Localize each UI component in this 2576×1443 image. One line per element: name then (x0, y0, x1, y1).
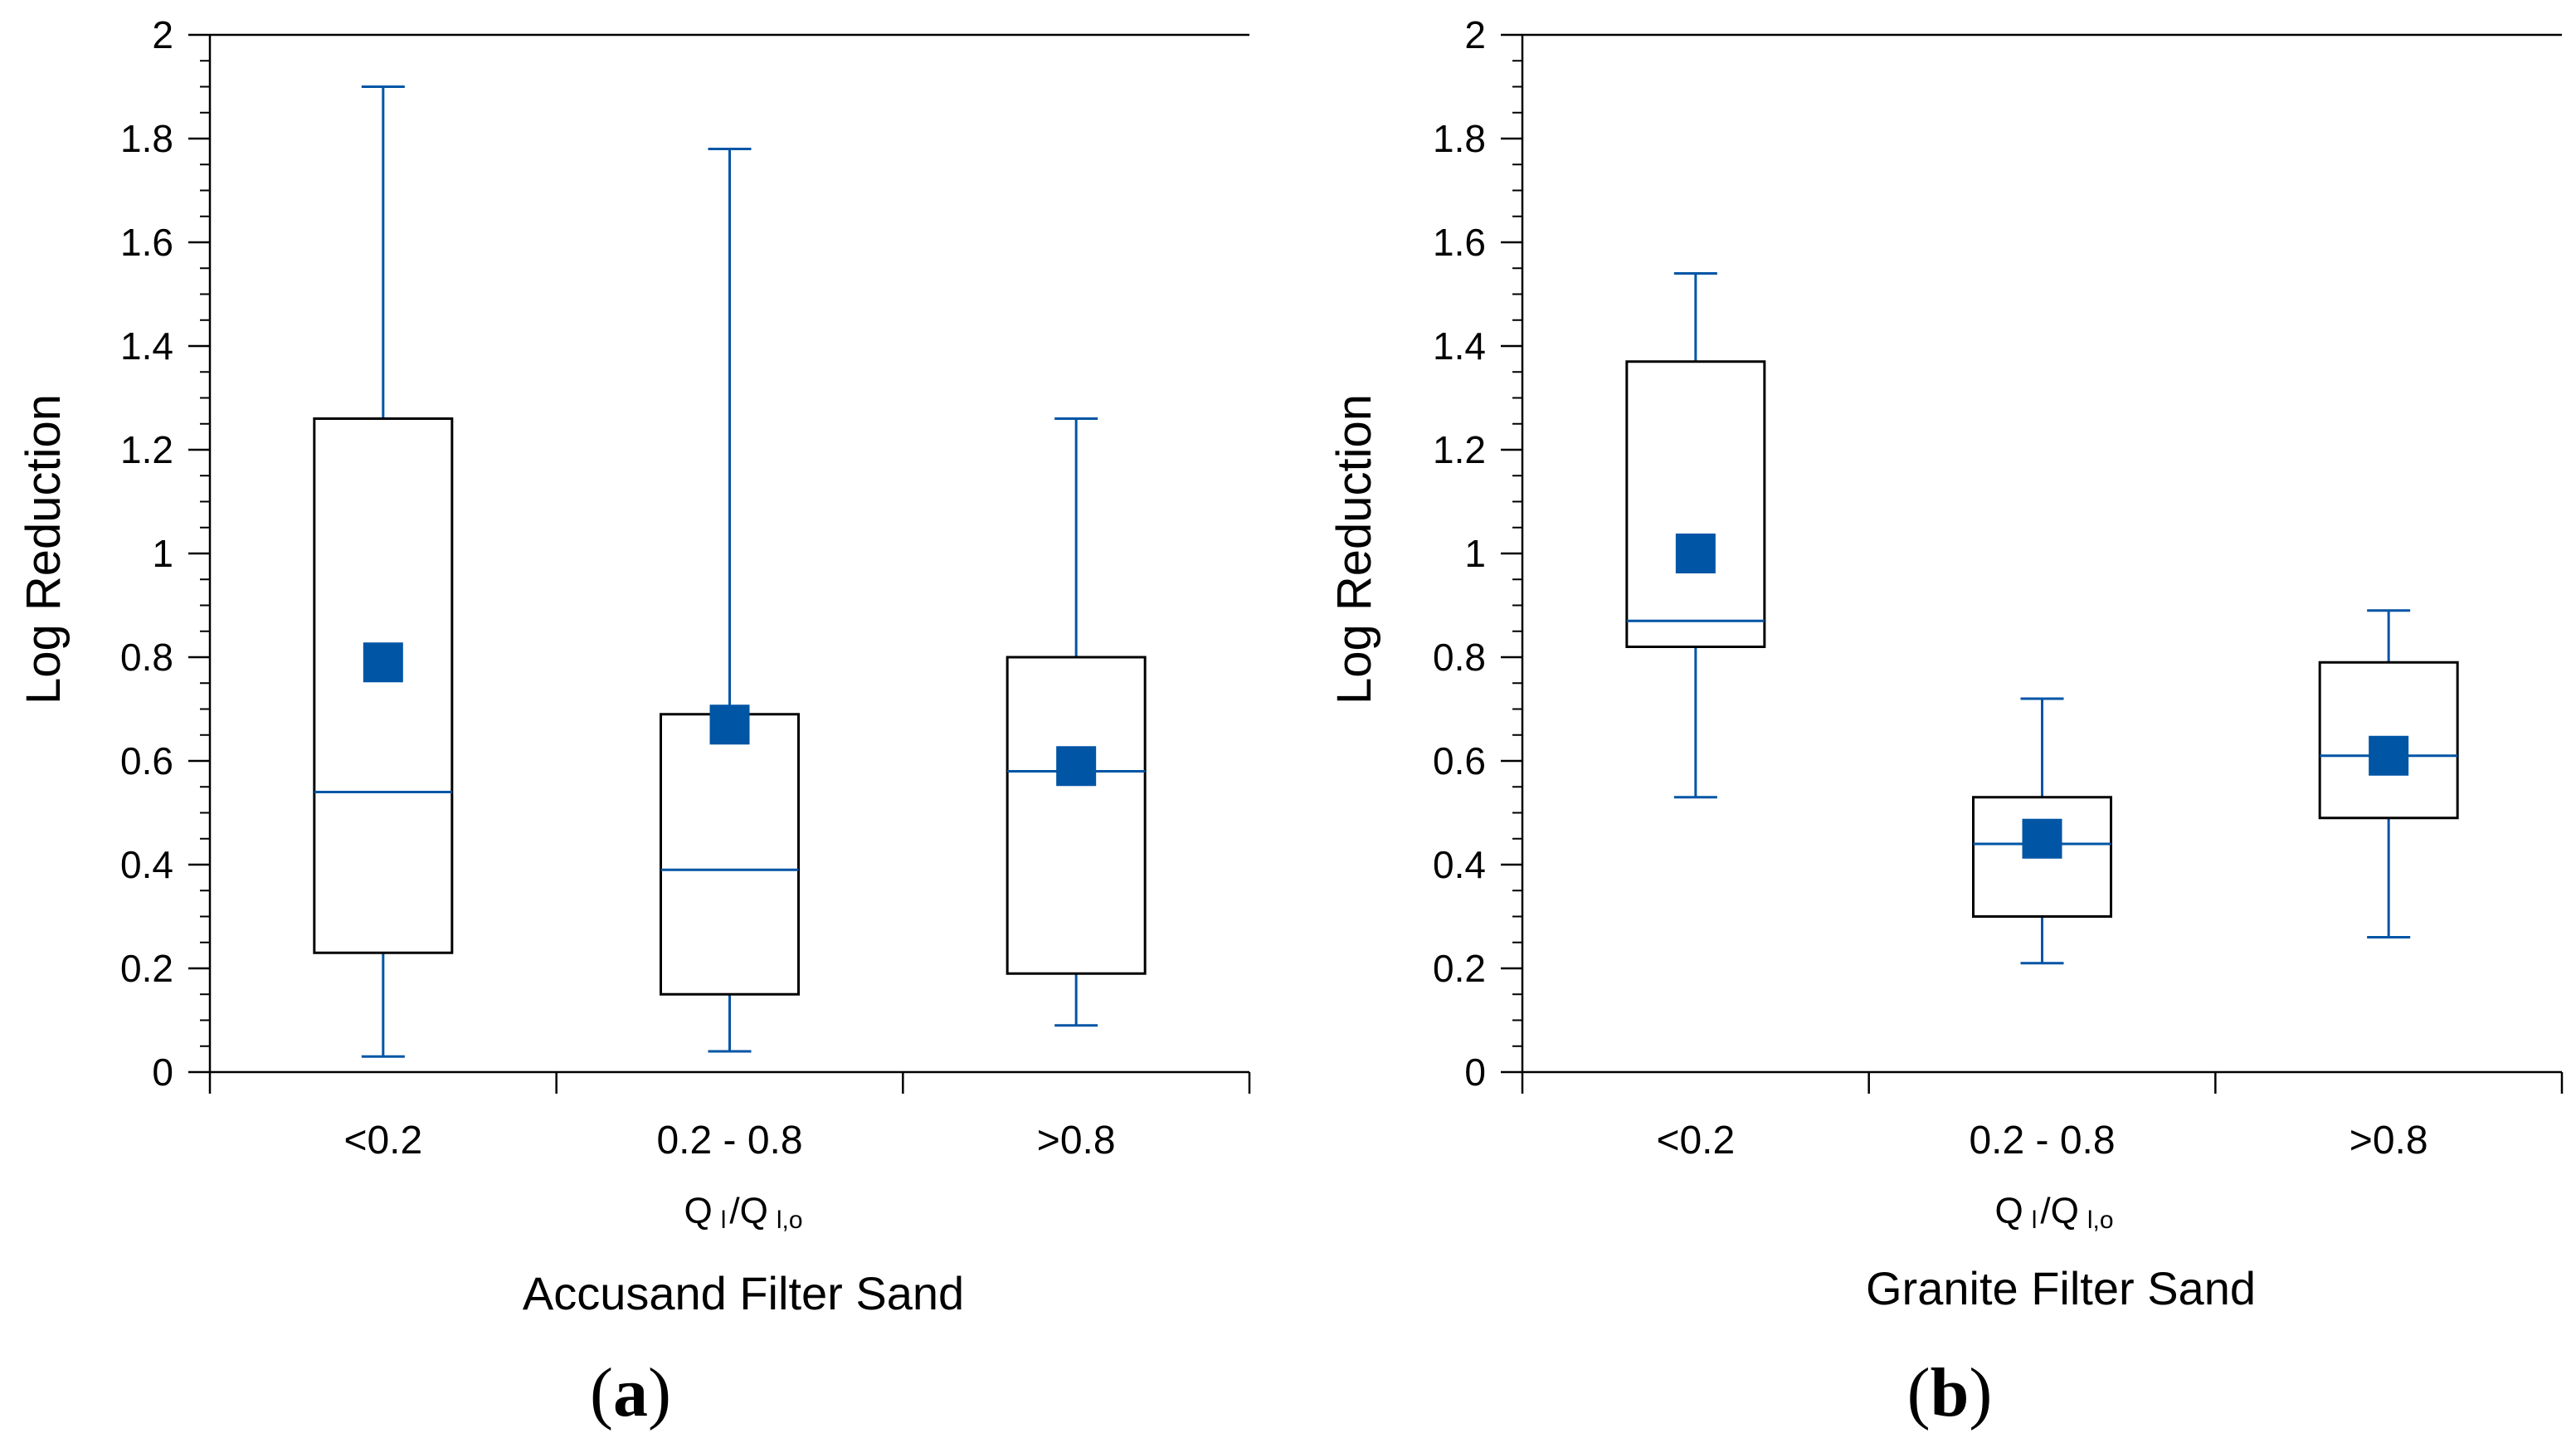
mean-marker (363, 642, 403, 683)
x-axis-label-q1: Q (1994, 1191, 2023, 1231)
x-category-labels: <0.2 0.2 - 0.8 >0.8 (1656, 1119, 2427, 1163)
y-tick-label: 1.2 (120, 428, 173, 471)
box-plot-2 (1972, 697, 2112, 965)
iqr-box (1625, 360, 1766, 648)
y-tick-label: 0.8 (1433, 636, 1486, 679)
y-tick-labels: 0 0.2 0.4 0.6 0.8 1 1.2 1.4 1.6 1.8 2 (120, 13, 173, 1094)
box-plot-2 (660, 148, 800, 1053)
x-axis-label-sep: /Q (2040, 1191, 2078, 1231)
y-tick-label: 1 (152, 532, 173, 575)
iqr-box (1006, 656, 1147, 975)
y-tick-label: 0.4 (120, 843, 173, 886)
chart-panel-a: 0 0.2 0.4 0.6 0.8 1 1.2 1.4 1.6 1.8 2 <0.2 0.2 - 0.… (17, 13, 1251, 1431)
x-axis-label-sub1: l (2032, 1207, 2038, 1234)
y-tick-label: 2 (152, 13, 173, 56)
chart-title: Accusand Filter Sand (523, 1267, 964, 1319)
chart-title: Granite Filter Sand (1866, 1262, 2256, 1314)
y-axis-ticks (1501, 33, 1522, 1074)
iqr-box (660, 713, 800, 996)
x-category-label: <0.2 (343, 1119, 422, 1163)
y-tick-label: 1.8 (1433, 117, 1486, 160)
mean-marker (1675, 534, 1716, 573)
y-axis-label: Log Reduction (1327, 394, 1381, 704)
box-plot-3 (2318, 609, 2459, 938)
y-tick-label: 1.6 (120, 221, 173, 264)
y-tick-label: 0.6 (120, 739, 173, 782)
x-category-label: 0.2 - 0.8 (1969, 1119, 2115, 1163)
panel-label: (b) (1907, 1354, 1993, 1431)
x-category-label: >0.8 (1037, 1119, 1116, 1163)
y-axis-label: Log Reduction (17, 394, 71, 704)
x-category-label: >0.8 (2350, 1119, 2428, 1163)
y-tick-label: 0.4 (1433, 843, 1486, 886)
y-tick-label: 0.8 (120, 636, 173, 679)
y-tick-label: 0.2 (1433, 947, 1486, 990)
x-category-label: 0.2 - 0.8 (656, 1119, 802, 1163)
y-tick-label: 2 (1464, 13, 1486, 56)
x-axis-label-sub2: l,o (2087, 1207, 2114, 1234)
mean-marker (709, 704, 750, 745)
y-tick-label: 0.6 (1433, 739, 1486, 782)
y-tick-label: 1.4 (120, 324, 173, 368)
y-tick-label: 1.8 (120, 117, 173, 160)
x-axis-label-sub2: l,o (777, 1207, 803, 1234)
box-plot-1 (313, 85, 454, 1058)
chart-panel-b: 0 0.2 0.4 0.6 0.8 1 1.2 1.4 1.6 1.8 2 <0.2 0.2 - 0.… (1327, 13, 2564, 1431)
x-axis-label-sep: /Q (729, 1191, 767, 1231)
axes-frame (1521, 33, 2564, 1094)
x-axis-label-q1: Q (684, 1191, 712, 1231)
y-tick-labels: 0 0.2 0.4 0.6 0.8 1 1.2 1.4 1.6 1.8 2 (1433, 13, 1486, 1094)
y-axis-ticks (188, 33, 210, 1074)
iqr-box (2318, 661, 2459, 820)
y-tick-label: 0 (1464, 1051, 1486, 1094)
axes-frame (208, 33, 1251, 1094)
box-series (1625, 272, 2459, 965)
mean-marker (2369, 735, 2409, 776)
x-category-label: <0.2 (1656, 1119, 1735, 1163)
iqr-box (313, 417, 454, 954)
panel-letter: a (613, 1354, 648, 1431)
y-tick-label: 1.2 (1433, 428, 1486, 471)
x-axis-label-sub1: l (721, 1207, 727, 1234)
y-tick-label: 0.2 (120, 947, 173, 990)
box-plot-1 (1625, 272, 1766, 799)
x-category-labels: <0.2 0.2 - 0.8 >0.8 (343, 1119, 1115, 1163)
iqr-box (1972, 796, 2112, 918)
box-series (313, 85, 1147, 1058)
box-plot-3 (1006, 417, 1147, 1027)
panel-letter: b (1931, 1354, 1970, 1431)
mean-marker (2022, 818, 2062, 859)
y-tick-label: 1.4 (1433, 324, 1486, 368)
y-tick-label: 0 (152, 1051, 173, 1094)
y-tick-label: 1 (1464, 532, 1486, 575)
mean-marker (1056, 746, 1097, 787)
panel-label: (a) (590, 1354, 671, 1431)
y-tick-label: 1.6 (1433, 221, 1486, 264)
